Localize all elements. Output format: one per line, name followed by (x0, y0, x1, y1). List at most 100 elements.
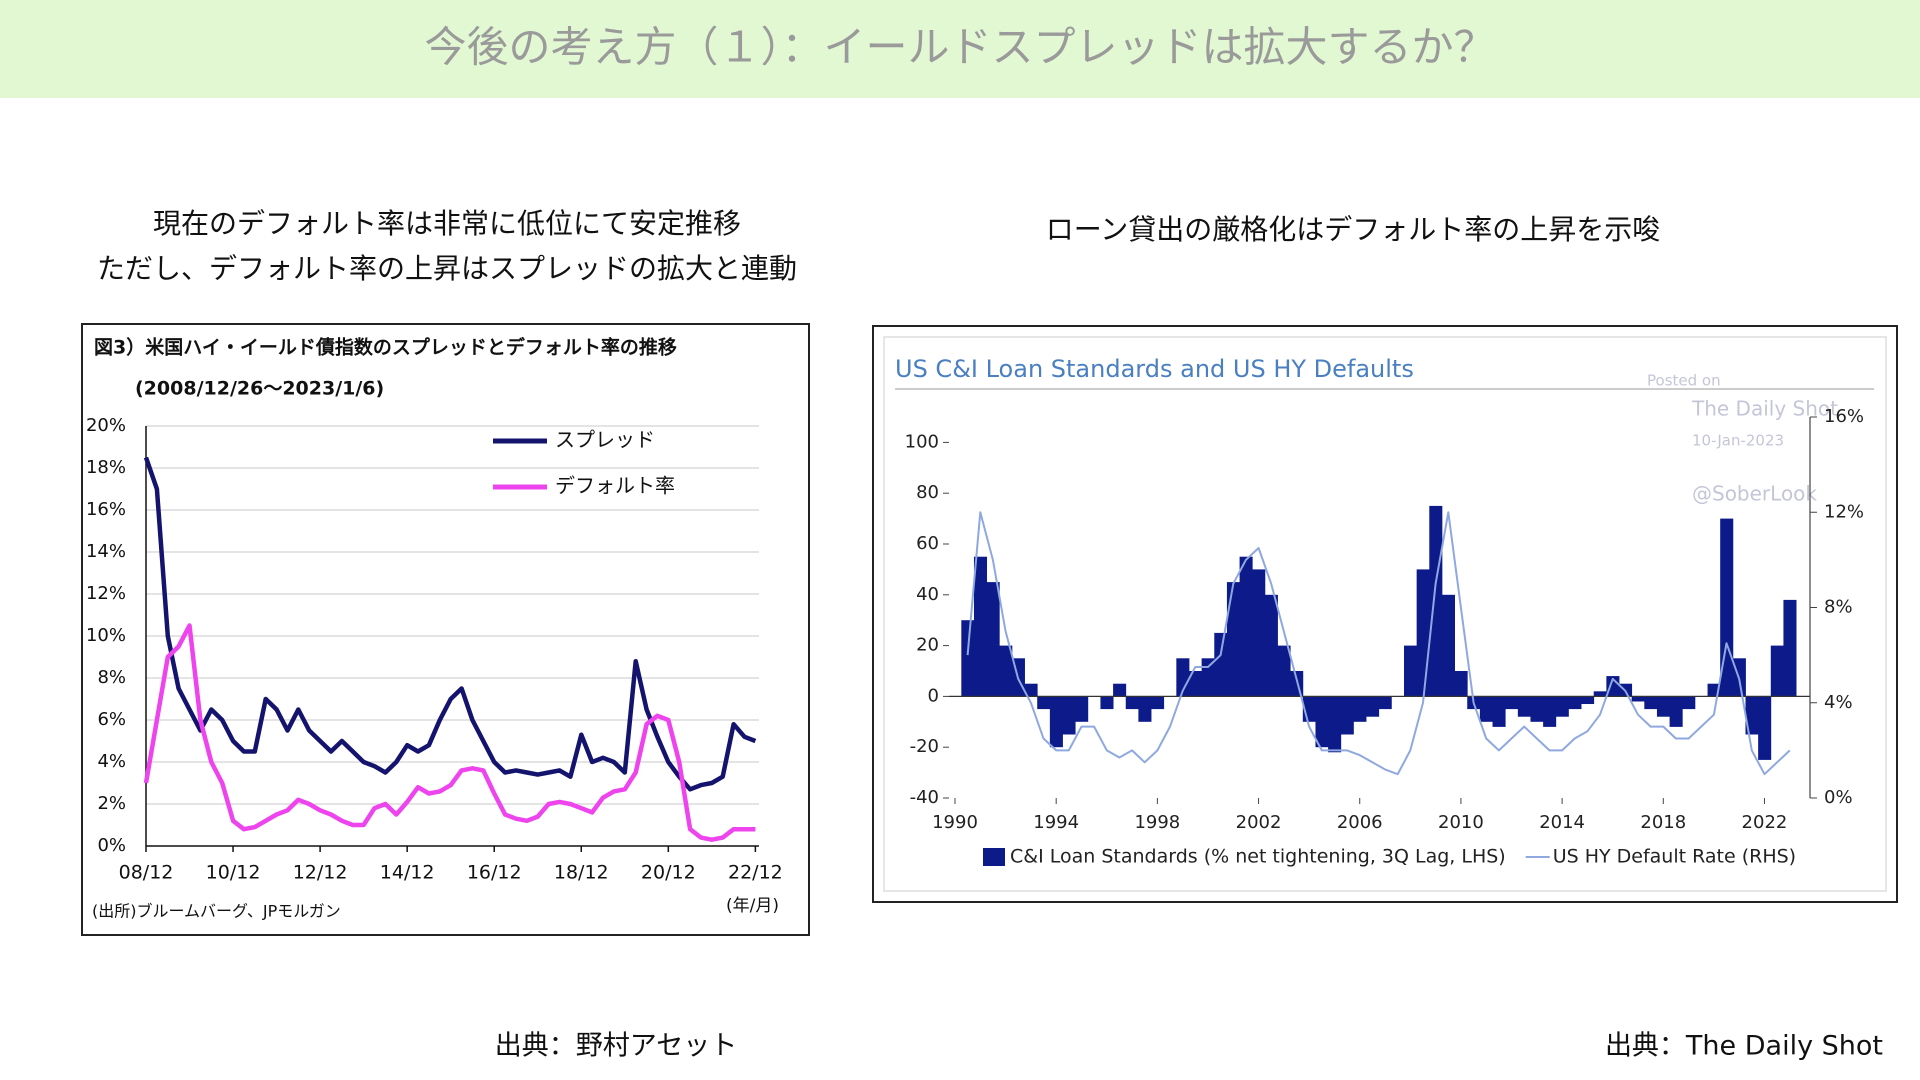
bar (1505, 696, 1519, 710)
bar (986, 582, 1000, 697)
y-tick-label: 6% (97, 709, 126, 730)
x-tick-label: 12/12 (293, 862, 348, 884)
bar (1239, 556, 1253, 697)
bar (1151, 696, 1165, 710)
slide-title: 今後の考え方（１）：イールドスプレッドは拡大するか？ (424, 23, 1495, 72)
bar (1568, 696, 1582, 710)
bar (1214, 632, 1228, 697)
chart-note: (出所)ブルームバーグ、JPモルガン (92, 902, 341, 921)
bar (961, 620, 975, 697)
y-tick-label: 80 (916, 482, 939, 503)
x-tick-label: 16/12 (467, 862, 522, 884)
bar (1290, 671, 1304, 697)
y-tick-label: -40 (910, 787, 939, 808)
bar (1100, 696, 1114, 710)
y-tick-label: 60 (916, 533, 939, 554)
bar (1328, 696, 1342, 753)
bar (1037, 696, 1051, 710)
bar (1783, 599, 1797, 697)
bar (1049, 696, 1063, 748)
y-tick-label: 4% (97, 751, 126, 772)
x-tick-label: 1990 (932, 812, 978, 833)
source: 出典：野村アセット (495, 1031, 737, 1062)
y-tick-label: 14% (86, 541, 126, 562)
bar (1201, 658, 1215, 697)
bar (1366, 696, 1380, 717)
bar (1758, 696, 1772, 760)
caption: ローン貸出の厳格化はデフォルト率の上昇を示唆 (1046, 213, 1661, 246)
series-line (143, 456, 757, 792)
legend-label: デフォルト率 (555, 474, 675, 498)
y2-tick-label: 0% (1824, 787, 1853, 808)
watermark: @SoberLook (1692, 482, 1817, 506)
bar (1075, 696, 1089, 722)
x-tick-label: 1998 (1134, 812, 1180, 833)
caption: ただし、デフォルト率の上昇はスプレッドの拡大と連動 (97, 252, 797, 285)
bar (1315, 696, 1329, 748)
legend-label: スプレッド (555, 428, 655, 452)
bar (1404, 645, 1418, 697)
bar (1252, 569, 1266, 697)
chart-title: 図3）米国ハイ・イールド債指数のスプレッドとデフォルト率の推移 (94, 336, 677, 359)
bar (1226, 582, 1240, 697)
series-line (966, 511, 1791, 776)
bar (1353, 696, 1367, 722)
bar (1113, 683, 1127, 697)
bar (1125, 696, 1139, 710)
bar (1188, 671, 1203, 697)
bar (1479, 696, 1493, 722)
y-tick-label: 10% (86, 625, 126, 646)
x-tick-label: 18/12 (554, 862, 609, 884)
watermark: 10-Jan-2023 (1692, 432, 1784, 450)
bar (1264, 594, 1278, 697)
bar (999, 645, 1013, 697)
y-tick-label: 0% (97, 835, 126, 856)
bar (1429, 505, 1443, 697)
watermark: Posted on (1647, 372, 1721, 390)
x-tick-label: 1994 (1033, 812, 1079, 833)
x-tick-label: 08/12 (119, 862, 174, 884)
y-tick-label: 12% (86, 583, 126, 604)
bar (1340, 696, 1354, 735)
x-axis-label: (年/月) (726, 896, 779, 916)
bar (1555, 696, 1569, 717)
x-tick-label: 2002 (1236, 812, 1282, 833)
bar (1581, 696, 1595, 705)
bar (973, 556, 988, 697)
x-tick-label: 22/12 (728, 862, 783, 884)
x-tick-label: 14/12 (380, 862, 435, 884)
chart-subtitle: (2008/12/26〜2023/1/6) (135, 378, 384, 400)
bar (1062, 696, 1076, 735)
bar (1644, 696, 1658, 710)
chart-title: US C&I Loan Standards and US HY Defaults (895, 355, 1414, 383)
x-tick-label: 10/12 (206, 862, 261, 884)
bar (1770, 645, 1784, 697)
bar (1593, 691, 1607, 697)
x-tick-label: 20/12 (641, 862, 696, 884)
y2-tick-label: 16% (1824, 406, 1864, 427)
series-line (143, 623, 756, 842)
y-tick-label: 40 (916, 584, 939, 605)
bar (1024, 683, 1038, 697)
bar (1656, 696, 1671, 717)
y-tick-label: 20% (86, 415, 126, 436)
bar (1631, 696, 1645, 702)
bar (1416, 569, 1430, 697)
bar (1441, 594, 1455, 697)
bar (1530, 696, 1544, 722)
x-tick-label: 2006 (1337, 812, 1383, 833)
bar (1138, 696, 1152, 722)
bar (1176, 658, 1190, 697)
y2-tick-label: 12% (1824, 501, 1864, 522)
bar (1543, 696, 1557, 727)
bar (1277, 645, 1291, 697)
bar (1517, 696, 1531, 717)
source: 出典：The Daily Shot (1605, 1031, 1883, 1062)
legend-label: US HY Default Rate (RHS) (1553, 846, 1796, 868)
legend-swatch (983, 848, 1005, 866)
y-tick-label: 2% (97, 793, 126, 814)
y-tick-label: 100 (905, 431, 939, 452)
y-tick-label: 20 (916, 635, 939, 656)
bar (1492, 696, 1506, 727)
